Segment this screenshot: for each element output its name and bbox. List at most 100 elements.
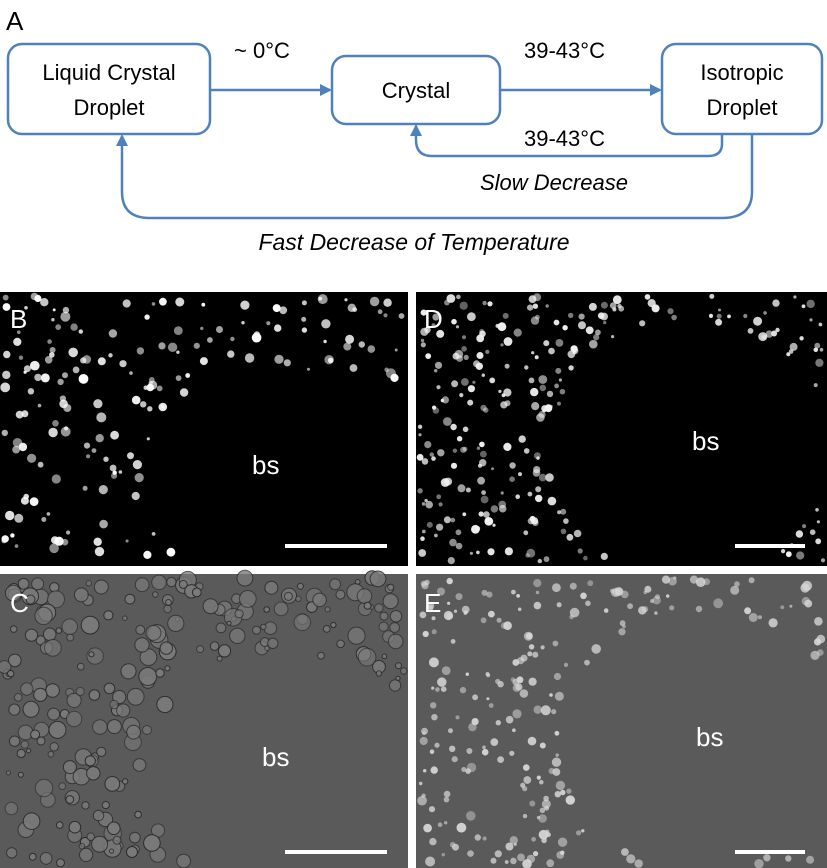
texture-particle (536, 413, 545, 422)
texture-particle (468, 722, 477, 732)
texture-particle (497, 681, 504, 688)
texture-particle (422, 731, 426, 735)
texture-particle (122, 299, 131, 308)
texture-particle (55, 821, 64, 829)
texture-particle (496, 617, 502, 623)
texture-particle (251, 332, 262, 343)
texture-particle (465, 487, 471, 493)
texture-particle (14, 544, 19, 548)
texture-particle (443, 790, 451, 798)
texture-particle (64, 426, 69, 431)
texture-particle (559, 388, 566, 395)
texture-particle (78, 842, 86, 850)
texture-particle (24, 306, 28, 310)
texture-particle (513, 328, 522, 337)
texture-particle (763, 311, 767, 315)
texture-particle (529, 515, 536, 522)
texture-particle (560, 850, 565, 855)
texture-particle (512, 728, 516, 733)
scale-bar (735, 850, 805, 854)
texture-particle (23, 365, 31, 373)
texture-particle (583, 555, 588, 561)
texture-particle (107, 821, 121, 836)
texture-particle (301, 316, 307, 322)
texture-particle (744, 607, 752, 615)
texture-particle (344, 298, 348, 302)
texture-particle (307, 367, 310, 371)
texture-particle (283, 591, 293, 601)
texture-particle (68, 347, 78, 358)
texture-particle (689, 575, 699, 584)
texture-particle (695, 577, 706, 587)
texture-particle (12, 438, 23, 448)
texture-particle (509, 476, 515, 483)
texture-particle (389, 610, 403, 623)
texture-particle (383, 298, 392, 307)
texture-particle (547, 496, 557, 506)
texture-particle (532, 651, 539, 658)
texture-particle (618, 305, 625, 312)
texture-particle (551, 709, 557, 715)
texture-particle (8, 703, 21, 716)
texture-particle (88, 651, 95, 658)
texture-particle (434, 361, 443, 369)
texture-particle (146, 437, 150, 441)
texture-particle (432, 313, 440, 321)
texture-particle (5, 510, 15, 521)
texture-particle (475, 526, 481, 531)
texture-particle (420, 309, 427, 316)
texture-particle (30, 360, 40, 371)
texture-particle (25, 594, 36, 605)
texture-particle (230, 336, 235, 342)
texture-particle (461, 378, 469, 386)
texture-particle (10, 533, 15, 538)
texture-particle (419, 611, 427, 619)
texture-particle (62, 760, 77, 775)
texture-particle (158, 342, 166, 350)
texture-particle (549, 404, 553, 409)
texture-particle (627, 603, 633, 610)
texture-particle (500, 491, 504, 495)
texture-particle (441, 666, 451, 675)
node-crystal-label: Crystal (382, 78, 450, 103)
texture-particle (815, 508, 819, 512)
texture-particle (34, 778, 54, 798)
texture-particle (61, 538, 69, 546)
texture-particle (440, 478, 450, 487)
texture-particle (65, 795, 75, 804)
texture-particle (483, 407, 489, 413)
texture-particle (589, 339, 598, 349)
texture-particle (509, 750, 515, 756)
texture-particle (436, 494, 442, 500)
texture-particle (126, 846, 138, 858)
texture-particle (654, 611, 658, 615)
texture-particle (155, 668, 165, 678)
texture-particle (748, 613, 758, 622)
texture-particle (446, 577, 453, 585)
texture-particle (461, 605, 470, 614)
texture-particle (545, 473, 554, 482)
texture-particle (216, 326, 223, 333)
texture-particle (753, 316, 763, 326)
texture-particle (321, 319, 331, 329)
texture-particle (536, 815, 541, 820)
texture-particle (343, 342, 352, 351)
texture-particle (481, 589, 488, 596)
texture-particle (109, 464, 117, 472)
texture-particle (134, 810, 142, 819)
texture-particle (49, 352, 55, 358)
texture-particle (60, 311, 71, 322)
texture-particle (418, 549, 427, 557)
texture-particle (503, 621, 512, 630)
texture-particle (785, 551, 792, 558)
texture-particle (560, 508, 567, 515)
texture-particle (437, 822, 443, 827)
texture-particle (462, 512, 467, 517)
texture-particle (715, 318, 723, 326)
texture-particle (612, 307, 617, 312)
texture-particle (301, 327, 308, 333)
texture-particle (476, 352, 484, 359)
texture-particle (453, 609, 458, 613)
texture-particle (809, 529, 816, 535)
texture-particle (512, 678, 520, 686)
